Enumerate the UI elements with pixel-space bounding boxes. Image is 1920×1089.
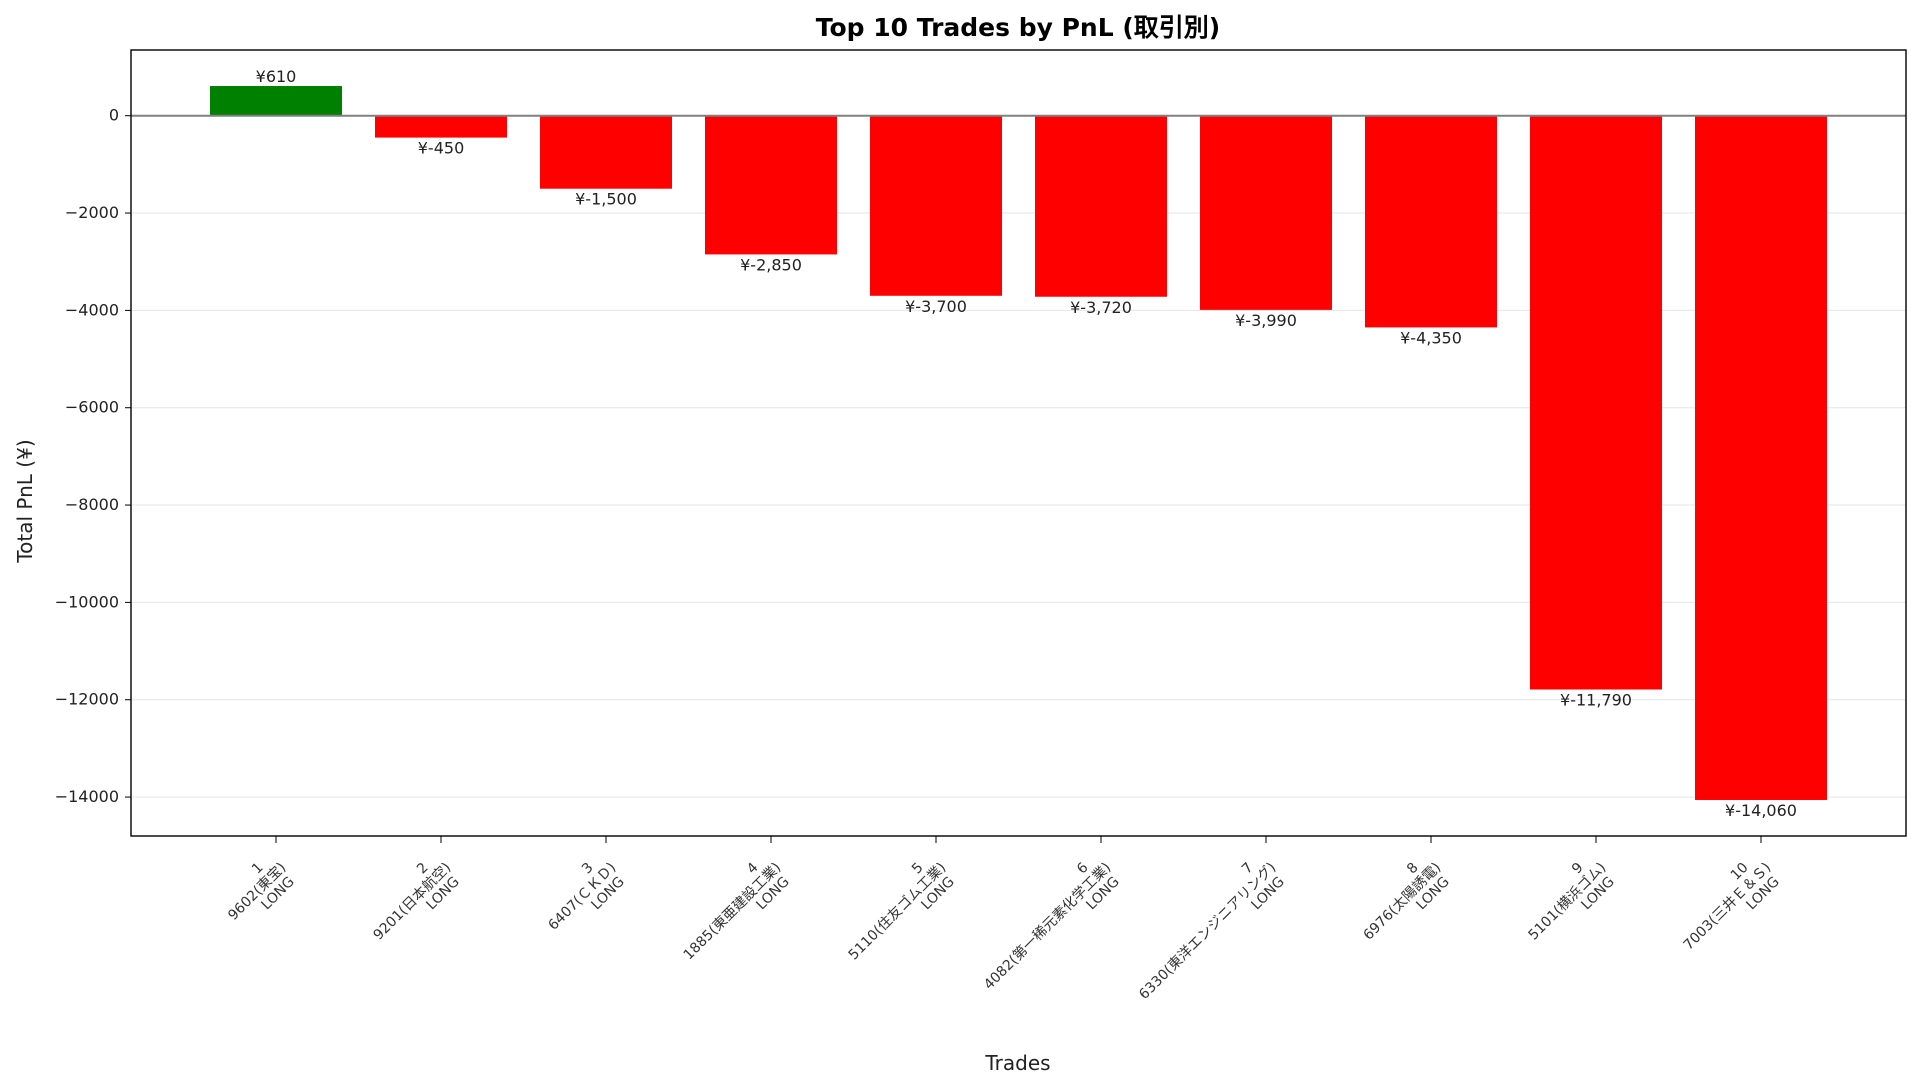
y-axis-label: Total PnL (¥) bbox=[13, 439, 37, 563]
data-label: ¥-4,350 bbox=[1400, 328, 1462, 347]
y-tick-label: −12000 bbox=[55, 690, 119, 709]
x-axis-label: Trades bbox=[984, 1051, 1050, 1075]
bar bbox=[210, 86, 342, 116]
y-tick-label: −2000 bbox=[65, 203, 119, 222]
data-label: ¥-3,990 bbox=[1235, 311, 1297, 330]
x-tick-label: 41885(東亜建設工業)LONG bbox=[669, 848, 795, 974]
y-tick-label: 0 bbox=[109, 106, 119, 125]
data-label: ¥-11,790 bbox=[1560, 691, 1632, 710]
chart-title: Top 10 Trades by PnL (取引別) bbox=[816, 13, 1220, 42]
plot-frame bbox=[130, 49, 1907, 837]
y-tick-label: −6000 bbox=[65, 398, 119, 417]
grid-lines bbox=[131, 212, 1906, 798]
x-tick-label-line: 4082(第一稀元素化学工業) bbox=[980, 859, 1114, 993]
data-label: ¥610 bbox=[256, 67, 297, 86]
bars bbox=[210, 86, 1827, 800]
bar bbox=[1035, 115, 1167, 297]
y-axis-ticks: 0 −2000 −4000 −6000 −8000 −10000 −12000 −14000 bbox=[55, 106, 131, 806]
x-tick-label: 86976(太陽誘電)LONG bbox=[1349, 848, 1455, 954]
x-tick-label: 107003(三井Ｅ＆Ｓ)LONG bbox=[1669, 848, 1785, 964]
y-tick-label: −4000 bbox=[65, 300, 119, 319]
x-tick-label: 76330(東洋エンジニアリング)LONG bbox=[1125, 848, 1291, 1014]
data-label: ¥-2,850 bbox=[740, 255, 802, 274]
data-labels: ¥610 ¥-450 ¥-1,500 ¥-2,850 ¥-3,700 ¥-3,720 ¥-3… bbox=[256, 67, 1797, 820]
x-axis-ticks: 19602(東宝)LONG 29201(日本航空)LONG 36407(ＣＫＤ)LO… bbox=[214, 836, 1785, 1014]
data-label: ¥-450 bbox=[418, 139, 465, 158]
x-tick-label-line: 6330(東洋エンジニアリング) bbox=[1136, 860, 1279, 1003]
bar bbox=[375, 115, 507, 138]
x-tick-label: 95101(横浜ゴム)LONG bbox=[1514, 848, 1620, 954]
y-tick-label: −10000 bbox=[55, 592, 119, 611]
bar bbox=[1695, 115, 1827, 800]
bar bbox=[1530, 115, 1662, 690]
x-tick-label: 29201(日本航空)LONG bbox=[359, 848, 465, 954]
data-label: ¥-14,060 bbox=[1725, 801, 1797, 820]
bar bbox=[870, 115, 1002, 296]
x-tick-label: 19602(東宝)LONG bbox=[214, 848, 301, 935]
x-tick-label: 55110(住友ゴム工業)LONG bbox=[834, 848, 960, 974]
y-tick-label: −14000 bbox=[55, 787, 119, 806]
bar bbox=[1365, 115, 1497, 328]
y-tick-label: −8000 bbox=[65, 495, 119, 514]
bar bbox=[1200, 115, 1332, 310]
x-tick-label-line: 5110(住友ゴム工業) bbox=[845, 859, 949, 963]
bar bbox=[705, 115, 837, 255]
x-tick-label: 36407(ＣＫＤ)LONG bbox=[534, 848, 631, 945]
x-tick-label: 64082(第一稀元素化学工業)LONG bbox=[970, 848, 1126, 1004]
x-tick-label-line: 1885(東亜建設工業) bbox=[681, 860, 785, 964]
data-label: ¥-3,700 bbox=[905, 297, 967, 316]
data-label: ¥-3,720 bbox=[1070, 298, 1132, 317]
bar bbox=[540, 115, 672, 189]
data-label: ¥-1,500 bbox=[575, 190, 637, 209]
